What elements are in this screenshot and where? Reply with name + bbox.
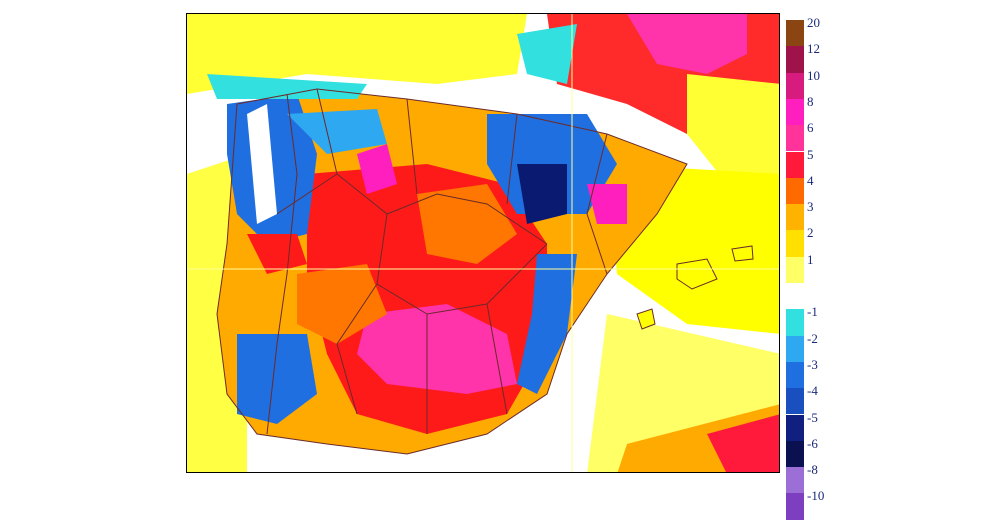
legend-swatch: [786, 309, 804, 336]
africa-red: [707, 414, 779, 472]
legend-label: -4: [807, 383, 818, 399]
legend-swatch: [786, 20, 804, 47]
legend-label: 12: [807, 41, 820, 57]
france-magenta-area: [627, 14, 747, 74]
legend-label: 10: [807, 67, 820, 83]
legend-swatch: [786, 204, 804, 231]
legend-label: -2: [807, 330, 818, 346]
legend-label: 5: [807, 146, 814, 162]
legend-swatch: [786, 388, 804, 415]
legend-label: 6: [807, 120, 814, 136]
legend-label: -3: [807, 356, 818, 372]
legend-swatch: [786, 440, 804, 468]
anomaly-map: [186, 13, 780, 473]
map-svg: [187, 14, 779, 472]
gulf-lion-yellow: [687, 74, 779, 194]
legend-swatch: [786, 151, 804, 178]
east-blue-strip: [517, 254, 577, 394]
north-magenta-patch: [357, 144, 397, 194]
ebro-dark-blue: [517, 164, 567, 224]
legend-label: 3: [807, 199, 814, 215]
legend-label: 20: [807, 15, 820, 30]
cantabria-light-blue: [287, 109, 387, 154]
legend-swatch: [786, 125, 804, 152]
legend-swatch: [786, 72, 804, 99]
west-orange-patch: [297, 264, 387, 344]
north-orange-patch: [417, 184, 517, 264]
legend-swatch: [786, 230, 804, 257]
portugal-red-patch: [247, 234, 307, 274]
legend-swatch: [786, 414, 804, 441]
province-borders: [216, 88, 688, 455]
central-magenta-anomaly: [357, 304, 517, 394]
legend-swatch: [786, 283, 804, 310]
north-coast-cyan: [207, 74, 367, 99]
menorca-island: [731, 245, 754, 262]
legend-swatch: [786, 493, 804, 520]
catalonia-magenta-patch: [587, 184, 627, 224]
legend-label: 1: [807, 251, 814, 267]
legend-swatch: [786, 335, 804, 362]
legend-label: 2: [807, 225, 814, 241]
galicia-white-gap: [247, 104, 277, 224]
legend-swatch: [786, 467, 804, 494]
legend-swatch: [786, 98, 804, 126]
legend-swatch: [786, 46, 804, 73]
legend-swatch: [786, 361, 804, 389]
color-legend: 20 12 10 8 6 5 4 3 2 1 -1 -2 -3 -4 -5 -6 -8 -10: [786, 14, 846, 520]
legend-label: -1: [807, 304, 818, 320]
sea-yellow-north: [187, 14, 527, 94]
legend-label: 8: [807, 93, 814, 109]
southwest-blue: [237, 334, 317, 424]
legend-swatch: [786, 256, 804, 283]
legend-label: -5: [807, 409, 818, 425]
mallorca-island: [676, 258, 718, 290]
ibiza-island: [636, 308, 656, 330]
legend-label: -6: [807, 435, 818, 451]
legend-label: -8: [807, 462, 818, 478]
pyrenees-cyan: [517, 24, 577, 84]
legend-swatch: [786, 177, 804, 205]
legend-label: -10: [807, 488, 825, 504]
legend-label: 4: [807, 172, 814, 188]
